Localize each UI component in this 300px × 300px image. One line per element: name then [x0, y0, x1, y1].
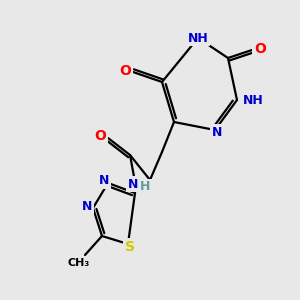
Text: NH: NH: [188, 32, 208, 44]
Text: O: O: [119, 64, 131, 78]
Text: O: O: [94, 129, 106, 143]
Text: CH₃: CH₃: [68, 258, 90, 268]
Text: N: N: [128, 178, 138, 190]
Text: N: N: [99, 175, 109, 188]
Text: S: S: [125, 240, 135, 254]
Text: NH: NH: [243, 94, 264, 106]
Text: N: N: [82, 200, 92, 214]
Text: N: N: [212, 125, 222, 139]
Text: O: O: [254, 42, 266, 56]
Text: H: H: [140, 181, 150, 194]
